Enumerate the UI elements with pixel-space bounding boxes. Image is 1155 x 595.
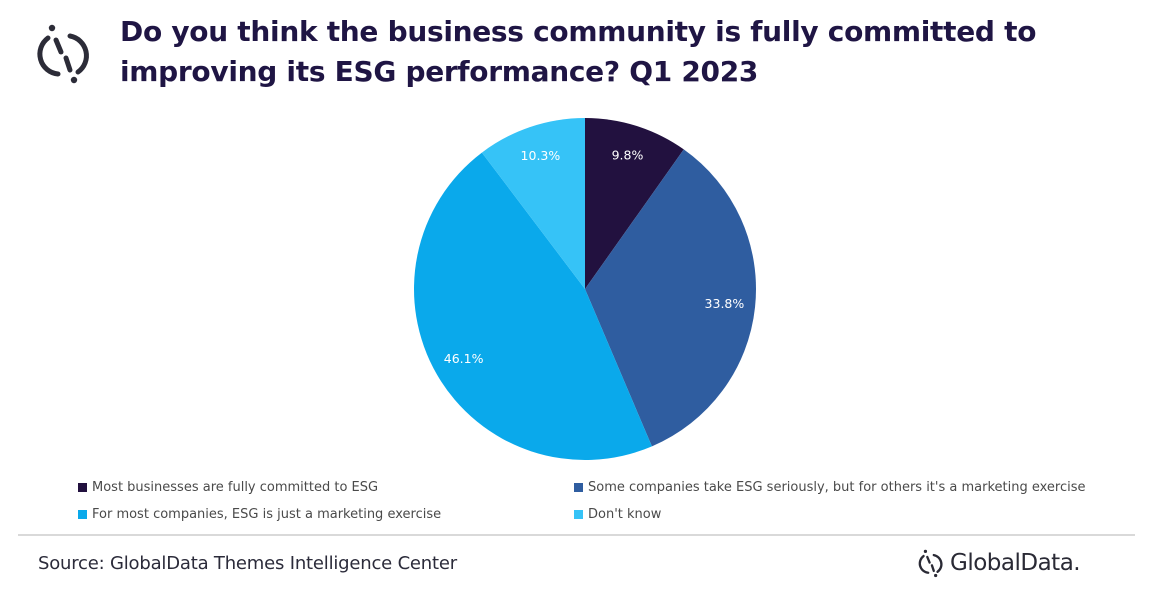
data-label-fully-committed: 9.8% <box>612 147 644 162</box>
legend-swatch <box>78 510 87 519</box>
legend-label: For most companies, ESG is just a market… <box>92 507 442 522</box>
source-note: Source: GlobalData Themes Intelligence C… <box>38 553 457 574</box>
pie-slice-some-companies <box>585 149 757 447</box>
chart-title: Do you think the business community is f… <box>120 12 1120 92</box>
pie-chart: 9.8% 33.8% 46.1% 10.3% <box>413 118 757 461</box>
legend-swatch <box>78 483 87 492</box>
legend-swatch <box>574 483 583 492</box>
legend-label: Don't know <box>588 507 662 522</box>
legend-item-some-companies: Some companies take ESG seriously, but f… <box>574 480 1086 495</box>
legend-swatch <box>574 510 583 519</box>
pie-slice-marketing-exercise <box>413 152 652 461</box>
title-line-2: improving its ESG performance? Q1 2023 <box>120 55 759 88</box>
brand-name: GlobalData. <box>950 550 1081 576</box>
title-line-1: Do you think the business community is f… <box>120 15 1037 48</box>
legend-item-dont-know: Don't know <box>574 507 661 522</box>
data-label-dont-know: 10.3% <box>521 148 561 163</box>
data-label-some-companies: 33.8% <box>705 296 745 311</box>
legend-label: Most businesses are fully committed to E… <box>92 480 379 495</box>
pie-slice-dont-know <box>481 118 585 289</box>
globaldata-logo-icon <box>37 24 89 84</box>
globaldata-brand: GlobalData. <box>918 546 1081 580</box>
pie-slice-fully-committed <box>585 118 684 289</box>
footer-divider <box>18 534 1135 536</box>
legend-item-fully-committed: Most businesses are fully committed to E… <box>78 480 378 495</box>
data-label-marketing-exercise: 46.1% <box>444 351 484 366</box>
globaldata-brand-icon <box>918 549 943 578</box>
legend-label: Some companies take ESG seriously, but f… <box>588 480 1086 495</box>
legend-item-marketing-exercise: For most companies, ESG is just a market… <box>78 507 441 522</box>
